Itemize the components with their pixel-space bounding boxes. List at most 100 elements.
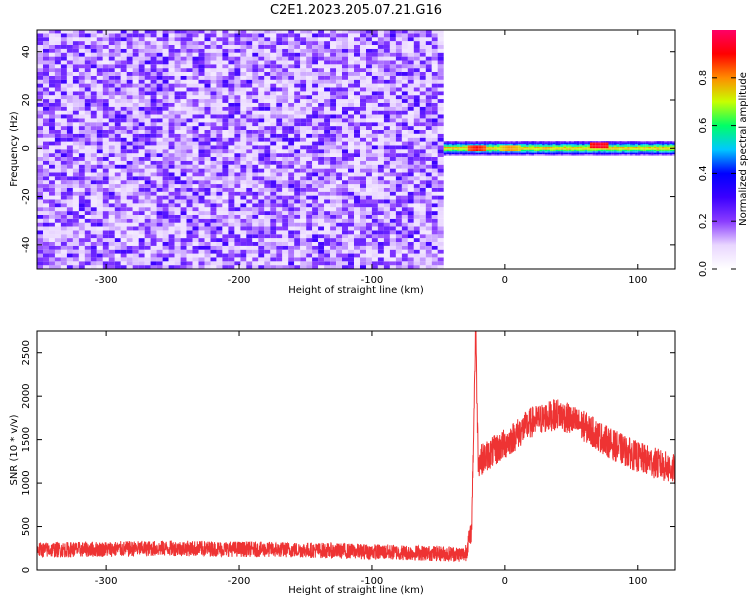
spectrogram-cell bbox=[192, 95, 199, 100]
spectrogram-cell bbox=[144, 33, 151, 38]
spectrogram-cell bbox=[324, 203, 331, 208]
spectrogram-cell bbox=[483, 141, 487, 143]
spectrogram-cell bbox=[84, 126, 91, 130]
spectrogram-cell bbox=[37, 75, 43, 80]
spectrogram-cell bbox=[120, 157, 127, 161]
spectrogram-cell bbox=[180, 64, 187, 69]
spectrogram-cell bbox=[407, 37, 414, 42]
spectrogram-cell bbox=[162, 238, 169, 242]
spectrogram-cell bbox=[431, 95, 438, 100]
spectrogram-cell bbox=[512, 148, 516, 150]
spectrogram-cell bbox=[132, 230, 139, 235]
spectrogram-cell bbox=[234, 110, 241, 115]
spectrogram-cell bbox=[240, 83, 247, 88]
spectrogram-cell bbox=[395, 187, 402, 192]
spectrogram-cell bbox=[90, 157, 97, 161]
spectrogram-cell bbox=[180, 37, 187, 42]
spectrogram-cell bbox=[276, 207, 283, 212]
spectrogram-cell bbox=[637, 149, 641, 152]
spectrogram-cell bbox=[318, 45, 325, 49]
spectrogram-cell bbox=[451, 151, 455, 153]
spectrogram-cell bbox=[282, 129, 289, 134]
spectrogram-cell bbox=[437, 164, 444, 169]
spectrogram-cell bbox=[306, 72, 313, 76]
spectrogram-cell bbox=[431, 91, 438, 96]
spectrogram-cell bbox=[240, 91, 247, 96]
spectrogram-cell bbox=[96, 160, 103, 165]
spectrogram-cell bbox=[60, 56, 67, 61]
spectrogram-cell bbox=[342, 122, 348, 127]
spectrogram-cell bbox=[306, 168, 313, 173]
spectrogram-cell bbox=[491, 148, 495, 150]
spectrogram-cell bbox=[126, 211, 133, 215]
spectrogram-cell bbox=[366, 242, 372, 246]
spectrogram-cell bbox=[132, 214, 139, 219]
spectrogram-cell bbox=[96, 129, 103, 134]
spectrogram-cell bbox=[348, 184, 354, 188]
spectrogram-cell bbox=[54, 203, 61, 208]
spectrogram-cell bbox=[571, 152, 574, 154]
spectrogram-cell bbox=[389, 184, 396, 188]
spectrogram-cell bbox=[102, 41, 109, 45]
spectrogram-cell bbox=[60, 126, 67, 130]
spectrogram-cell bbox=[300, 91, 307, 96]
spectrogram-cell bbox=[635, 143, 638, 146]
spectrogram-cell bbox=[276, 149, 283, 154]
spectrogram-cell bbox=[389, 195, 396, 200]
spectrogram-cell bbox=[180, 45, 187, 49]
spectrogram-cell bbox=[566, 148, 569, 150]
spectrogram-cell bbox=[348, 60, 354, 65]
spectrogram-cell bbox=[144, 176, 151, 181]
spectrogram-cell bbox=[603, 151, 606, 153]
spectrogram-cell bbox=[150, 60, 157, 65]
spectrogram-cell bbox=[360, 164, 366, 169]
spectrogram-cell bbox=[156, 218, 163, 223]
spectrogram-cell bbox=[437, 238, 444, 242]
spectrogram-cell bbox=[348, 257, 354, 262]
spectrogram-cell bbox=[222, 137, 229, 142]
spectrogram-cell bbox=[198, 106, 205, 111]
spectrogram-cell bbox=[282, 230, 289, 235]
spectrogram-cell bbox=[120, 153, 127, 157]
spectrogram-cell bbox=[108, 218, 115, 223]
spectrogram-cell bbox=[473, 145, 476, 147]
spectrogram-cell bbox=[342, 118, 348, 123]
spectrogram-cell bbox=[90, 110, 97, 115]
spectrogram-cell bbox=[258, 122, 265, 127]
spectrogram-cell bbox=[180, 245, 187, 250]
spectrogram-cell bbox=[318, 64, 325, 69]
spectrogram-cell bbox=[595, 145, 598, 147]
spectrogram-cell bbox=[366, 129, 372, 134]
spectrogram-cell bbox=[72, 176, 79, 181]
spectrogram-cell bbox=[282, 68, 289, 72]
spectrogram-cell bbox=[499, 143, 503, 146]
spectrogram-cell bbox=[234, 238, 241, 242]
spectrogram-cell bbox=[96, 45, 103, 49]
spectrogram-cell bbox=[258, 234, 265, 239]
spectrogram-cell bbox=[120, 45, 127, 49]
spectrogram-cell bbox=[645, 143, 649, 146]
spectrogram-cell bbox=[366, 180, 372, 185]
spectrogram-cell bbox=[635, 152, 638, 154]
spectrogram-cell bbox=[558, 151, 561, 153]
spectrogram-cell bbox=[371, 214, 378, 219]
spectrogram-cell bbox=[389, 99, 396, 103]
spectrogram-cell bbox=[138, 172, 145, 177]
spectrogram-cell bbox=[258, 106, 265, 111]
spectrogram-cell bbox=[324, 238, 331, 242]
spectrogram-cell bbox=[467, 143, 471, 146]
spectrogram-cell bbox=[312, 87, 319, 92]
spectrogram-cell bbox=[454, 148, 458, 150]
spectrogram-cell bbox=[336, 126, 343, 130]
spectrogram-cell bbox=[246, 48, 253, 53]
spectrogram-cell bbox=[550, 151, 553, 153]
spectrogram-cell bbox=[150, 176, 157, 181]
spectrogram-cell bbox=[383, 106, 390, 111]
spectrogram-cell bbox=[78, 149, 85, 154]
spectrogram-cell bbox=[126, 172, 133, 177]
spectrogram-cell bbox=[240, 245, 247, 250]
spectrogram-cell bbox=[330, 230, 337, 235]
spectrogram-cell bbox=[138, 257, 145, 262]
spectrogram-cell bbox=[282, 245, 289, 250]
spectrogram-cell bbox=[621, 149, 625, 152]
